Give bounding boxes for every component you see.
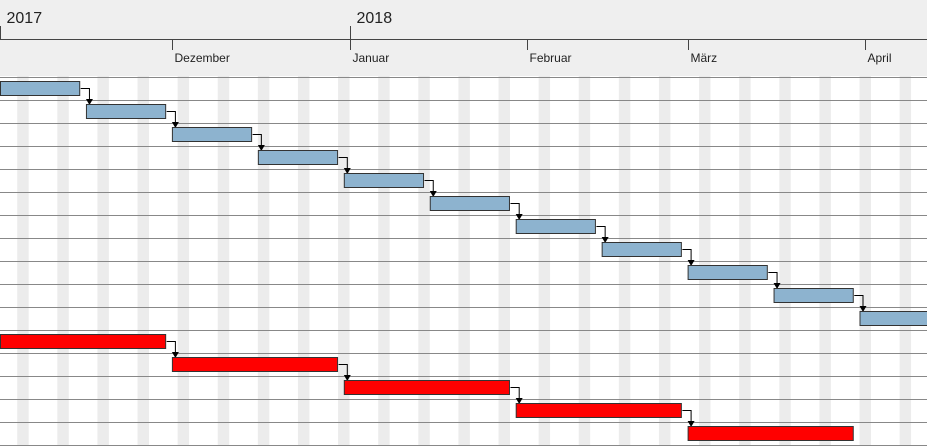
task-bar xyxy=(257,150,339,165)
task-bar xyxy=(515,403,682,418)
dependency-arrowhead xyxy=(859,306,867,312)
task-bar xyxy=(171,127,253,142)
month-label: Februar xyxy=(530,51,572,65)
dependency-link xyxy=(596,226,606,238)
dependency-link xyxy=(338,364,348,376)
task-bar xyxy=(687,426,854,441)
year-label: 2018 xyxy=(357,10,393,27)
task-bar xyxy=(773,288,854,303)
dependency-arrowhead xyxy=(515,214,523,220)
month-label: Dezember xyxy=(175,51,230,65)
dependency-arrowhead xyxy=(773,283,781,289)
dependency-arrowhead xyxy=(515,398,523,404)
dependency-link xyxy=(166,341,176,353)
dependency-arrowhead xyxy=(429,191,437,197)
dependency-link xyxy=(166,111,176,123)
dependency-link xyxy=(682,249,692,261)
task-bar xyxy=(85,104,167,119)
task-bar xyxy=(343,173,425,188)
year-label: 2017 xyxy=(7,10,43,27)
task-bar xyxy=(687,265,768,280)
dependency-arrowhead xyxy=(85,99,93,105)
dependency-link xyxy=(768,272,778,284)
task-bar xyxy=(515,219,596,234)
header-background xyxy=(0,0,927,76)
month-label: April xyxy=(868,51,892,65)
task-bar xyxy=(859,311,927,326)
task-bar xyxy=(601,242,682,257)
timeline-header: 2017 2018 Dezember Januar Februar März April xyxy=(0,0,927,76)
dependency-links xyxy=(80,88,867,427)
dependency-link xyxy=(682,410,692,422)
dependency-link xyxy=(338,157,348,169)
dependency-link xyxy=(252,134,262,146)
dependency-arrowhead xyxy=(171,122,179,128)
month-label: Januar xyxy=(353,51,390,65)
task-bar xyxy=(171,357,339,372)
dependency-link xyxy=(80,88,90,100)
dependency-link xyxy=(424,180,434,192)
dependency-link xyxy=(510,387,520,399)
dependency-arrowhead xyxy=(343,168,351,174)
row-lines xyxy=(0,77,927,446)
task-bar xyxy=(343,380,510,395)
dependency-link xyxy=(854,295,864,307)
dependency-arrowhead xyxy=(257,145,265,151)
dependency-link xyxy=(510,203,520,215)
dependency-arrowhead xyxy=(601,237,609,243)
month-label: März xyxy=(691,51,718,65)
task-bar xyxy=(0,81,81,96)
task-bar xyxy=(429,196,510,211)
dependency-arrowhead xyxy=(687,421,695,427)
dependency-arrowhead xyxy=(343,375,351,381)
dependency-arrowhead xyxy=(687,260,695,266)
task-bar xyxy=(0,334,167,349)
dependency-arrowhead xyxy=(171,352,179,358)
task-bars xyxy=(0,81,927,441)
